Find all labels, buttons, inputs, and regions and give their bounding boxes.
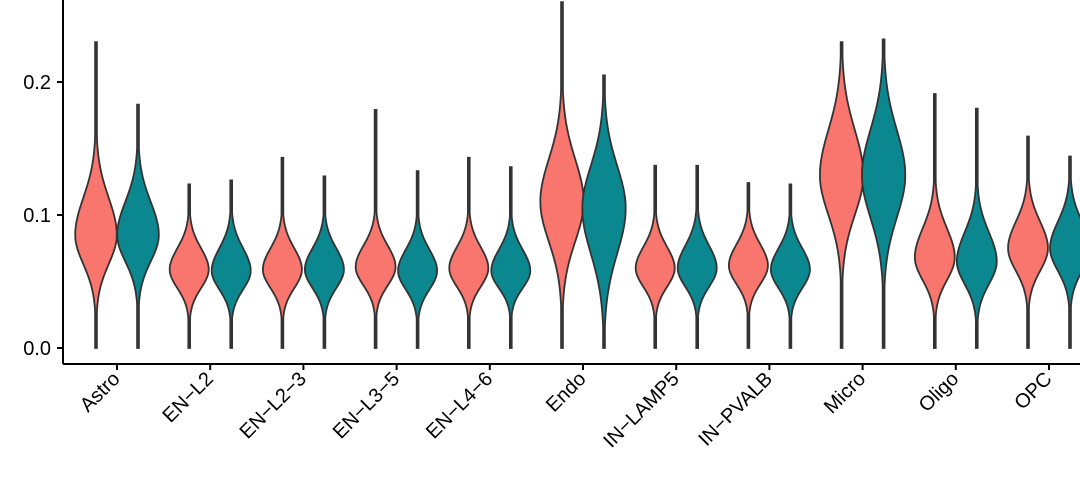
violin-teal — [676, 164, 718, 349]
violin-teal — [1049, 155, 1080, 349]
x-tick-label: Oligo — [915, 368, 964, 417]
violins-layer — [74, 1, 1080, 349]
violin-coral — [448, 156, 490, 349]
violin-teal — [861, 38, 907, 349]
violin-teal — [210, 179, 252, 349]
violin-coral — [354, 109, 397, 349]
violin-coral — [728, 182, 769, 349]
violin-coral — [74, 41, 118, 349]
violin-teal — [116, 103, 160, 349]
x-tick-label: IN−LAMP5 — [599, 368, 683, 452]
x-tick-label: Endo — [542, 368, 591, 417]
x-tick-label: EN−L3−5 — [329, 368, 404, 443]
violin-coral — [634, 164, 676, 349]
violin-teal — [581, 74, 627, 349]
violin-coral — [913, 93, 956, 349]
x-tick-label: EN−L4−6 — [422, 368, 497, 443]
violin-teal — [490, 166, 532, 349]
x-tick-label: EN−L2 — [159, 368, 218, 427]
y-axis-ticks: 0.0 0.1 0.2 — [23, 72, 63, 360]
violin-coral — [1007, 135, 1049, 349]
y-tick-label: 0.1 — [23, 205, 51, 227]
violin-teal — [770, 183, 811, 349]
violin-coral — [168, 183, 210, 349]
x-tick-label: Micro — [820, 368, 870, 418]
x-tick-label: EN−L2−3 — [236, 368, 311, 443]
y-tick-label: 0.2 — [23, 72, 51, 94]
violin-teal — [956, 107, 998, 349]
violin-coral — [539, 1, 585, 349]
y-tick-label: 0.0 — [23, 338, 51, 360]
x-tick-label: OPC — [1010, 368, 1056, 414]
x-tick-label: IN−PVALB — [694, 368, 777, 451]
violin-coral — [262, 156, 303, 349]
violin-teal — [304, 175, 345, 349]
violin-teal — [397, 170, 438, 349]
violin-coral — [819, 41, 865, 349]
x-axis-ticks: Astro EN−L2 EN−L2−3 EN−L3−5 EN−L4−6 Endo IN−LA… — [76, 364, 1057, 452]
x-tick-label: Astro — [76, 368, 125, 417]
